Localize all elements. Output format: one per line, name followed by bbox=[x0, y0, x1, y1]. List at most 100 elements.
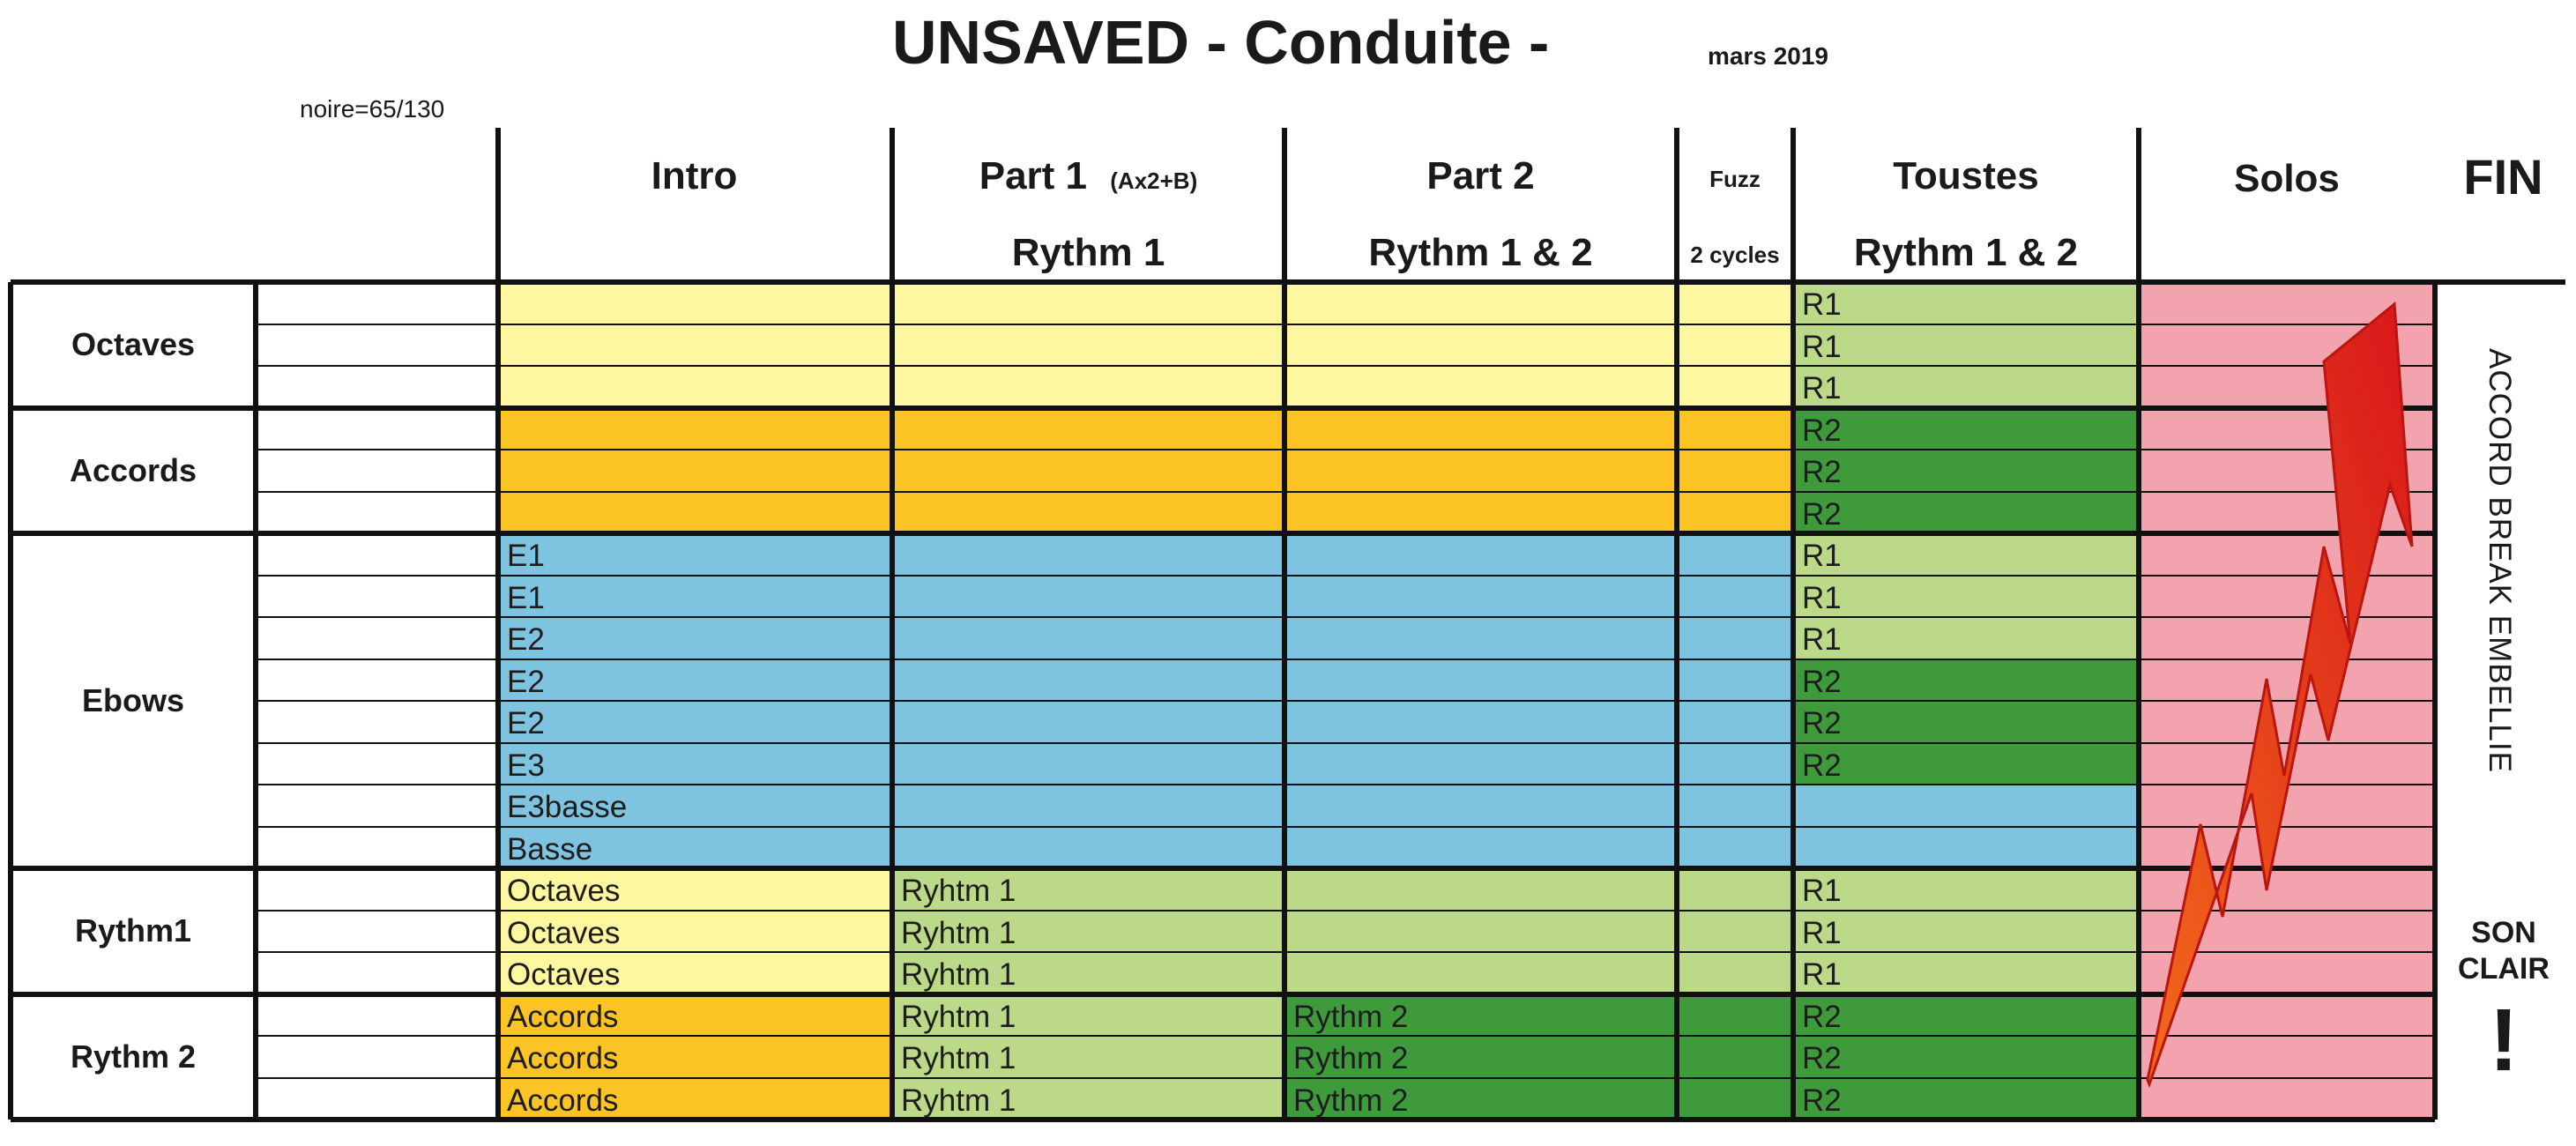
fill-intro bbox=[498, 282, 892, 408]
fill-toustes bbox=[1793, 617, 2139, 659]
col-header-toustes: Toustes bbox=[1893, 154, 2039, 197]
fill-fuzz bbox=[1677, 868, 1793, 994]
group-line bbox=[11, 1117, 2435, 1122]
row-line bbox=[256, 449, 2435, 450]
row-line bbox=[256, 825, 2435, 828]
part-label: Rythm 2 bbox=[70, 1038, 197, 1075]
cell-toustes: R1 bbox=[1802, 622, 1842, 657]
part-label: Ebows bbox=[81, 682, 184, 718]
row-line bbox=[256, 616, 2435, 618]
fill-part2 bbox=[1284, 407, 1677, 533]
cell-intro: E3basse bbox=[507, 790, 628, 824]
col-sub-part1: Rythm 1 bbox=[1011, 231, 1165, 274]
cell-toustes: R1 bbox=[1802, 915, 1842, 950]
page-title: UNSAVED - Conduite - bbox=[892, 8, 1550, 77]
fill-fuzz bbox=[1677, 993, 1793, 1120]
fill-toustes bbox=[1793, 407, 2139, 450]
cell-intro: Octaves bbox=[507, 957, 621, 992]
fill-toustes bbox=[1793, 366, 2139, 408]
cell-intro: E1 bbox=[507, 580, 545, 615]
col-header-part2: Part 2 bbox=[1426, 154, 1535, 197]
cell-part1: Ryhtm 1 bbox=[901, 915, 1016, 950]
row-line bbox=[256, 1076, 2435, 1079]
fill-intro bbox=[498, 407, 892, 533]
fill-toustes bbox=[1793, 575, 2139, 617]
col-sub-fuzz: 2 cycles bbox=[1690, 242, 1780, 268]
cell-toustes: R2 bbox=[1802, 664, 1842, 699]
row-line bbox=[256, 909, 2435, 912]
fill-toustes bbox=[1793, 952, 2139, 994]
v-left bbox=[8, 282, 13, 1120]
part-label: Rythm1 bbox=[74, 912, 192, 949]
row-line bbox=[256, 700, 2435, 702]
cell-toustes: R2 bbox=[1802, 413, 1842, 448]
fill-part2 bbox=[1284, 282, 1677, 408]
v-fin bbox=[2432, 282, 2438, 1120]
group-line bbox=[11, 866, 2435, 871]
v-part1 bbox=[890, 128, 895, 1120]
cell-intro: Octaves bbox=[507, 874, 621, 908]
fill-part2 bbox=[1284, 993, 1677, 1120]
exclaim-mark: ! bbox=[2489, 991, 2519, 1090]
row-line bbox=[256, 658, 2435, 660]
cell-toustes: R2 bbox=[1802, 496, 1842, 532]
row-line bbox=[256, 784, 2435, 785]
v-intro bbox=[495, 128, 501, 1120]
cell-part1: Ryhtm 1 bbox=[901, 999, 1016, 1034]
cell-intro: Accords bbox=[507, 1041, 619, 1075]
fill-part1 bbox=[892, 868, 1284, 994]
row-line bbox=[256, 1035, 2435, 1037]
cell-toustes: R2 bbox=[1802, 999, 1842, 1034]
cell-toustes: R1 bbox=[1802, 874, 1842, 908]
cell-toustes: R1 bbox=[1802, 580, 1842, 615]
fill-part1 bbox=[892, 993, 1284, 1120]
cell-intro: Accords bbox=[507, 1083, 619, 1118]
tempo-label: noire=65/130 bbox=[300, 95, 445, 123]
fill-toustes bbox=[1793, 1036, 2139, 1078]
row-line bbox=[256, 741, 2435, 744]
cell-part1: Ryhtm 1 bbox=[901, 1041, 1016, 1075]
cell-toustes: R1 bbox=[1802, 371, 1842, 406]
fill-toustes bbox=[1793, 533, 2139, 576]
row-line bbox=[256, 490, 2435, 493]
fill-toustes bbox=[1793, 1077, 2139, 1120]
son-clair-text: SON CLAIR bbox=[2458, 916, 2550, 986]
col-header-part1: Part 1 (Ax2+B) bbox=[892, 154, 1284, 198]
col-sub-toustes: Rythm 1 & 2 bbox=[1853, 231, 2079, 274]
date-label: mars 2019 bbox=[1708, 42, 1829, 70]
cell-part1: Ryhtm 1 bbox=[901, 874, 1016, 908]
row-line bbox=[256, 323, 2435, 325]
fill-fuzz bbox=[1677, 407, 1793, 533]
v-solos bbox=[2136, 128, 2141, 1120]
cell-intro: Basse bbox=[507, 831, 593, 867]
cell-toustes: R1 bbox=[1802, 957, 1842, 992]
fill-part1 bbox=[892, 282, 1284, 408]
accord-break-text: ACCORD BREAK EMBELLIE bbox=[2483, 348, 2517, 773]
v-label bbox=[253, 282, 258, 1120]
fill-part1 bbox=[892, 407, 1284, 533]
fill-toustes bbox=[1793, 450, 2139, 492]
fill-fuzz bbox=[1677, 282, 1793, 408]
col-header-intro: Intro bbox=[651, 154, 738, 197]
fill-toustes bbox=[1793, 910, 2139, 952]
fill-toustes bbox=[1793, 282, 2139, 324]
fill-toustes bbox=[1793, 868, 2139, 911]
part-label: Octaves bbox=[71, 326, 196, 363]
v-toustes bbox=[1791, 128, 1796, 1120]
fill-toustes bbox=[1793, 742, 2139, 785]
fill-toustes bbox=[1793, 324, 2139, 366]
part1-note: (Ax2+B) bbox=[1110, 167, 1198, 194]
cell-intro: E3 bbox=[507, 748, 545, 783]
cell-intro: Octaves bbox=[507, 915, 621, 950]
group-line bbox=[11, 991, 2435, 997]
col-sub-part2: Rythm 1 & 2 bbox=[1368, 231, 1593, 274]
cell-toustes: R1 bbox=[1802, 329, 1842, 364]
v-part2 bbox=[1282, 128, 1287, 1120]
row-line bbox=[256, 365, 2435, 367]
cell-intro: E2 bbox=[507, 622, 545, 657]
col-header-fuzz: Fuzz bbox=[1709, 166, 1761, 192]
cell-part2: Rythm 2 bbox=[1293, 999, 1409, 1034]
fill-toustes bbox=[1793, 491, 2139, 533]
cell-toustes: R1 bbox=[1802, 287, 1842, 322]
